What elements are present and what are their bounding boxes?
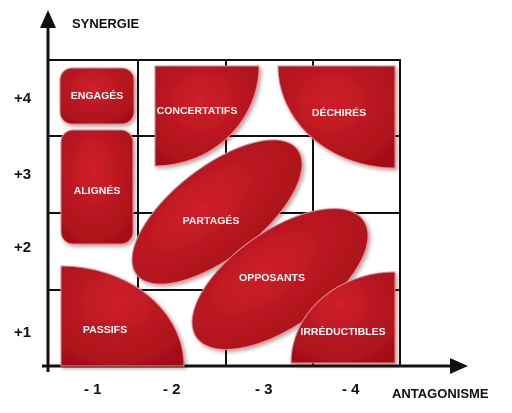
irreductibles-label: IRRÉDUCTIBLES (300, 325, 385, 338)
passifs-label: PASSIFS (83, 324, 127, 336)
y-tick-label: +2 (14, 239, 31, 256)
x-tick-label: - 2 (163, 381, 181, 398)
passifs-shape (60, 265, 185, 367)
concertatifs-shape (154, 65, 260, 167)
y-tick-label: +4 (14, 90, 32, 107)
alignes-shape (60, 129, 134, 245)
x-axis-arrow-icon (450, 358, 468, 374)
y-tick-label: +1 (14, 324, 31, 341)
irreductibles-shape (290, 271, 396, 364)
dechires-shape (277, 65, 396, 169)
opposants-label: OPPOSANTS (239, 272, 305, 284)
x-axis-title: ANTAGONISME (392, 386, 489, 401)
y-axis-arrow-icon (40, 10, 56, 28)
x-tick-label: - 4 (342, 381, 360, 398)
y-tick-label: +3 (14, 166, 31, 183)
partages-label: PARTAGÉS (183, 214, 240, 227)
y-axis-title: SYNERGIE (72, 16, 140, 31)
engages-label: ENGAGÉS (71, 89, 124, 102)
x-tick-label: - 1 (84, 381, 102, 398)
engages-shape (59, 67, 135, 125)
x-tick-label: - 3 (255, 381, 273, 398)
concertatifs-label: CONCERTATIFS (157, 105, 238, 117)
alignes-label: ALIGNÉS (74, 184, 121, 197)
dechires-label: DÉCHIRÉS (312, 106, 366, 119)
